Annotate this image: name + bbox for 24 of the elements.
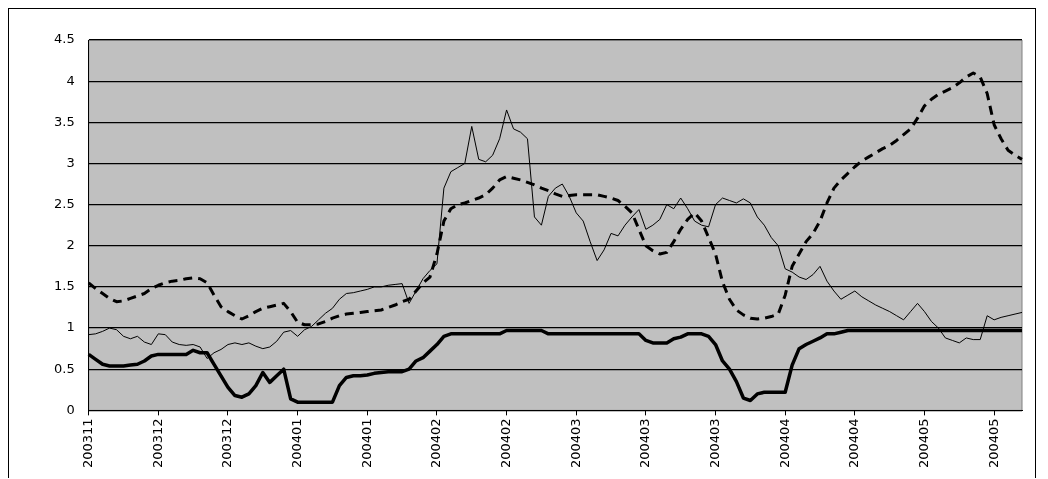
x-tick-label: 200402 xyxy=(428,418,444,469)
x-tick-label: 200403 xyxy=(706,418,722,469)
y-tick-label: 4 xyxy=(66,72,75,88)
x-tick-label: 200404 xyxy=(846,418,862,469)
x-tick-label: 200312 xyxy=(149,418,165,469)
x-tick-label: 200405 xyxy=(985,418,1001,469)
y-tick-label: 3.5 xyxy=(53,113,75,129)
x-tick-label: 200312 xyxy=(219,418,235,469)
y-tick-label: 0 xyxy=(66,401,75,417)
y-tick-label: 0.5 xyxy=(53,360,75,376)
x-tick-label: 200311 xyxy=(80,418,96,469)
y-tick-label: 1 xyxy=(66,319,75,335)
x-tick-label: 200405 xyxy=(915,418,931,469)
x-tick-label: 200401 xyxy=(289,418,304,469)
x-tick-label: 200404 xyxy=(776,418,792,469)
x-tick-label: 200403 xyxy=(567,418,583,469)
x-tick-label: 200402 xyxy=(497,418,513,469)
x-tick-label: 200401 xyxy=(358,418,374,469)
y-tick-label: 1.5 xyxy=(53,278,75,294)
y-tick-label: 4.5 xyxy=(53,31,75,47)
y-tick-label: 2.5 xyxy=(53,195,75,211)
y-tick-label: 2 xyxy=(66,237,75,253)
y-tick-label: 3 xyxy=(66,154,75,170)
x-tick-label: 200403 xyxy=(637,418,653,469)
